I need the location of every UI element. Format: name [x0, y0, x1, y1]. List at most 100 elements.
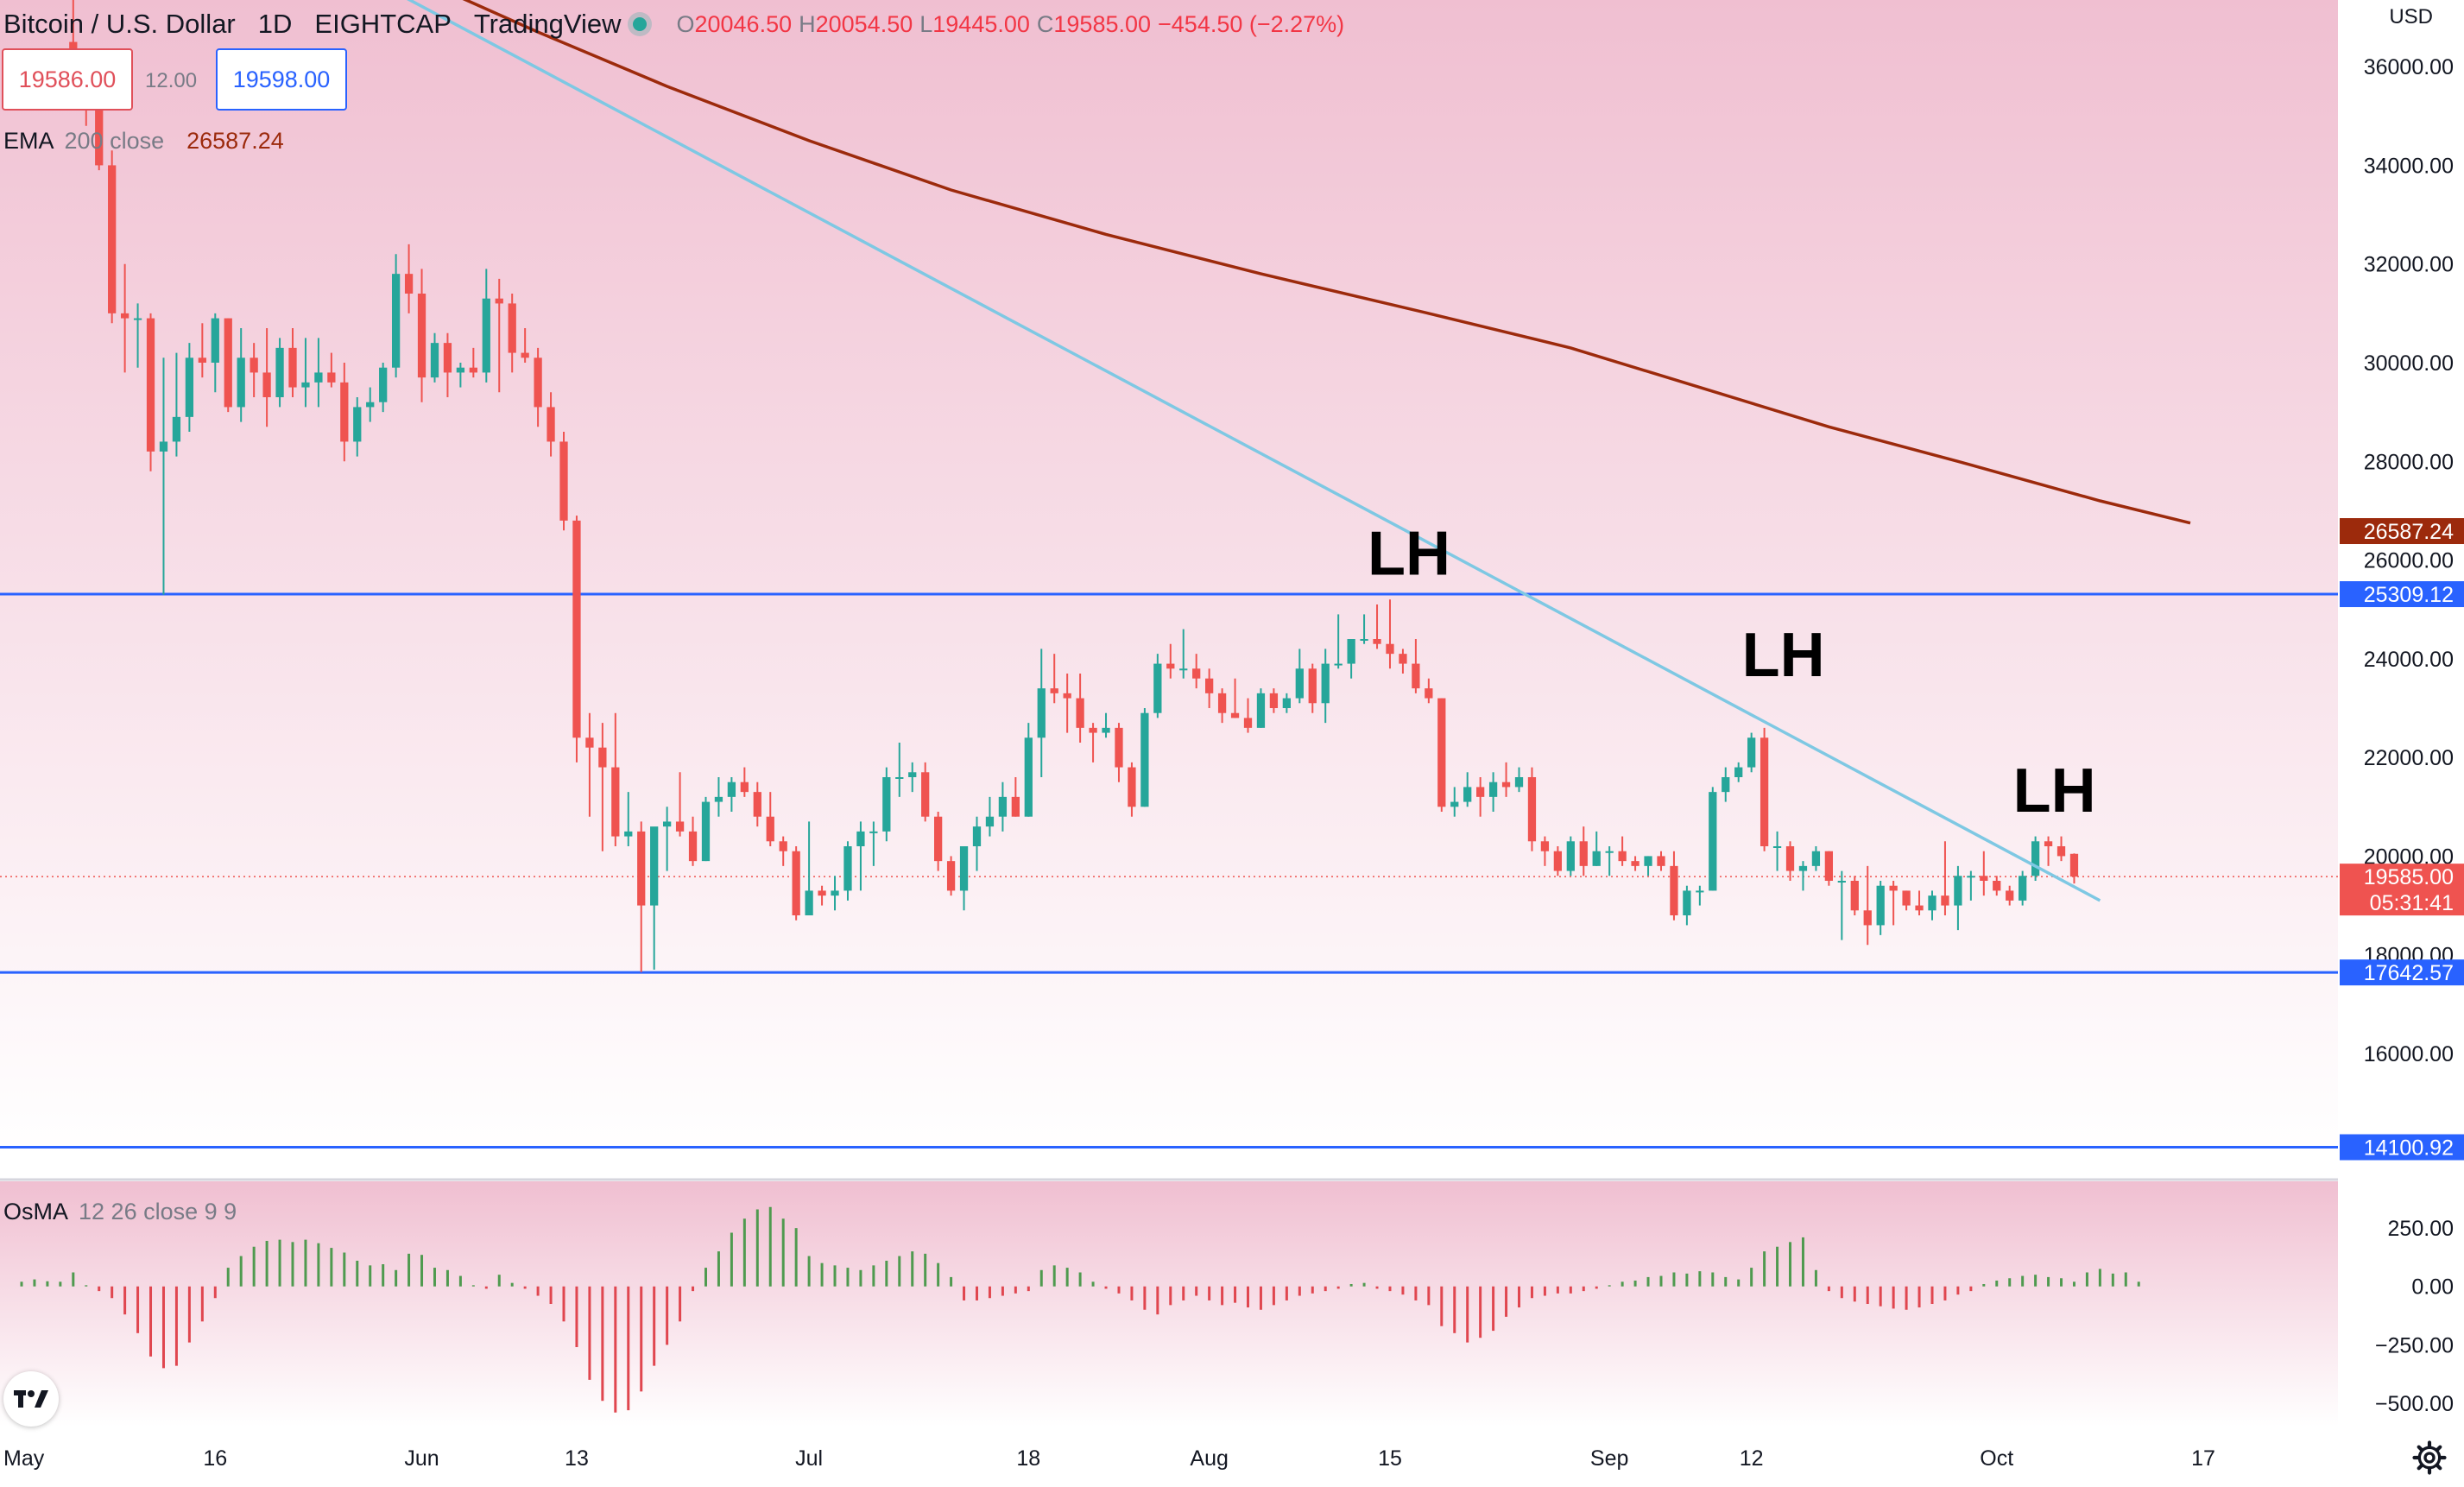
- time-axis[interactable]: May 16 Jun 13 Jul 18 Aug 15 Sep 12 Oct 17: [0, 1428, 2338, 1487]
- last-price-tag: [2340, 864, 2464, 916]
- candle: [572, 516, 581, 762]
- candle-body: [340, 382, 349, 442]
- candle-body: [1412, 663, 1420, 689]
- candle: [1386, 599, 1394, 669]
- candle: [727, 777, 736, 812]
- candle: [1644, 856, 1652, 876]
- time-tick-label: 12: [1740, 1446, 1764, 1471]
- candle-body: [1850, 881, 1859, 911]
- candle: [1772, 831, 1782, 871]
- symbol-name[interactable]: Bitcoin / U.S. Dollar: [3, 9, 236, 39]
- high-value: 20054.50: [815, 10, 913, 37]
- time-tick-label: Jun: [404, 1446, 439, 1471]
- candle-body: [1670, 865, 1678, 915]
- candle-body: [1488, 781, 1498, 797]
- candle-body: [1256, 693, 1266, 728]
- time-tick-label: Oct: [1980, 1446, 2013, 1471]
- candle: [1760, 727, 1769, 851]
- candle-body: [869, 831, 878, 833]
- candle: [1837, 870, 1846, 940]
- candle-body: [224, 318, 232, 408]
- candle: [1915, 890, 1924, 915]
- osma-params: 12 26 close 9 9: [79, 1198, 237, 1224]
- candle: [766, 792, 774, 846]
- candle-body: [1527, 777, 1537, 842]
- candle-body: [1166, 663, 1175, 669]
- candle-body: [2069, 853, 2079, 877]
- candle: [1102, 712, 1110, 738]
- candle-body: [2031, 841, 2040, 876]
- data-source: TradingView: [473, 9, 622, 39]
- price-axis[interactable]: 36000.00 34000.00 32000.00 30000.00 28000.00…: [2338, 0, 2464, 1487]
- tradingview-logo-icon[interactable]: [3, 1371, 59, 1427]
- candle: [1657, 851, 1665, 871]
- candle-body: [843, 846, 852, 891]
- candle: [831, 876, 839, 911]
- ema-name: EMA: [3, 127, 54, 154]
- lower-high-label[interactable]: LH: [1368, 520, 1450, 589]
- interval[interactable]: 1D: [257, 9, 293, 39]
- osma-legend[interactable]: OsMA 12 26 close 9 9: [3, 1197, 237, 1226]
- candle: [1037, 649, 1046, 777]
- candle: [598, 723, 607, 851]
- ema-legend[interactable]: EMA 200 close 26587.24: [3, 126, 284, 155]
- candle-body: [482, 298, 490, 373]
- ema-200-line[interactable]: [460, 0, 2191, 525]
- buy-button[interactable]: 19598.00: [216, 48, 347, 111]
- candle: [779, 836, 787, 866]
- candle-body: [1967, 876, 1975, 878]
- candle-body: [185, 358, 194, 417]
- candle-body: [159, 441, 168, 452]
- candle-body: [637, 831, 646, 906]
- candle-body: [2044, 841, 2053, 846]
- candle: [843, 841, 852, 901]
- candle: [1334, 614, 1343, 669]
- trendline[interactable]: [396, 0, 2101, 902]
- time-tick-label: May: [3, 1446, 45, 1471]
- candle-body: [417, 294, 426, 378]
- candle-body: [908, 772, 917, 777]
- candle-body: [1696, 890, 1704, 893]
- candle-body: [366, 402, 375, 408]
- candle: [1347, 639, 1355, 679]
- currency-selector[interactable]: USD: [2389, 5, 2433, 28]
- candle: [1824, 851, 1834, 886]
- candle: [1811, 846, 1821, 871]
- candle: [1050, 654, 1058, 704]
- candle-body: [572, 520, 581, 738]
- candle: [288, 328, 297, 397]
- price-tick-label: 36000.00: [2364, 55, 2454, 79]
- candle: [508, 294, 516, 373]
- candle-body: [1230, 712, 1240, 718]
- candle-body: [727, 781, 736, 797]
- candle-body: [792, 851, 800, 915]
- symbol-legend[interactable]: Bitcoin / U.S. Dollar 1D EIGHTCAP Tradin…: [3, 5, 1344, 43]
- sell-button[interactable]: 19586.00: [2, 48, 133, 111]
- close-value: 19585.00: [1053, 10, 1152, 37]
- lower-high-label[interactable]: LH: [2013, 756, 2096, 826]
- lower-high-label[interactable]: LH: [1742, 621, 1825, 690]
- candle-body: [108, 165, 117, 313]
- ema-params: 200 close: [64, 127, 165, 154]
- candle: [353, 397, 362, 457]
- candle-body: [998, 796, 1008, 817]
- market-open-icon: [633, 17, 648, 31]
- candle: [224, 318, 232, 413]
- candle: [2069, 853, 2079, 884]
- time-tick-label: Jul: [795, 1446, 823, 1471]
- candle: [921, 762, 930, 822]
- candle-body: [1657, 856, 1665, 866]
- gear-icon[interactable]: [2412, 1440, 2447, 1475]
- time-tick-label: 15: [1378, 1446, 1402, 1471]
- candle-body: [1760, 737, 1769, 846]
- candle-body: [1798, 865, 1808, 871]
- candle-body: [211, 318, 219, 363]
- candle: [818, 885, 826, 906]
- candle: [198, 323, 206, 378]
- candle: [211, 313, 219, 393]
- candle: [559, 432, 568, 531]
- price-tick-label: 26000.00: [2364, 549, 2454, 573]
- candle: [1993, 876, 2001, 896]
- candle: [1295, 649, 1304, 704]
